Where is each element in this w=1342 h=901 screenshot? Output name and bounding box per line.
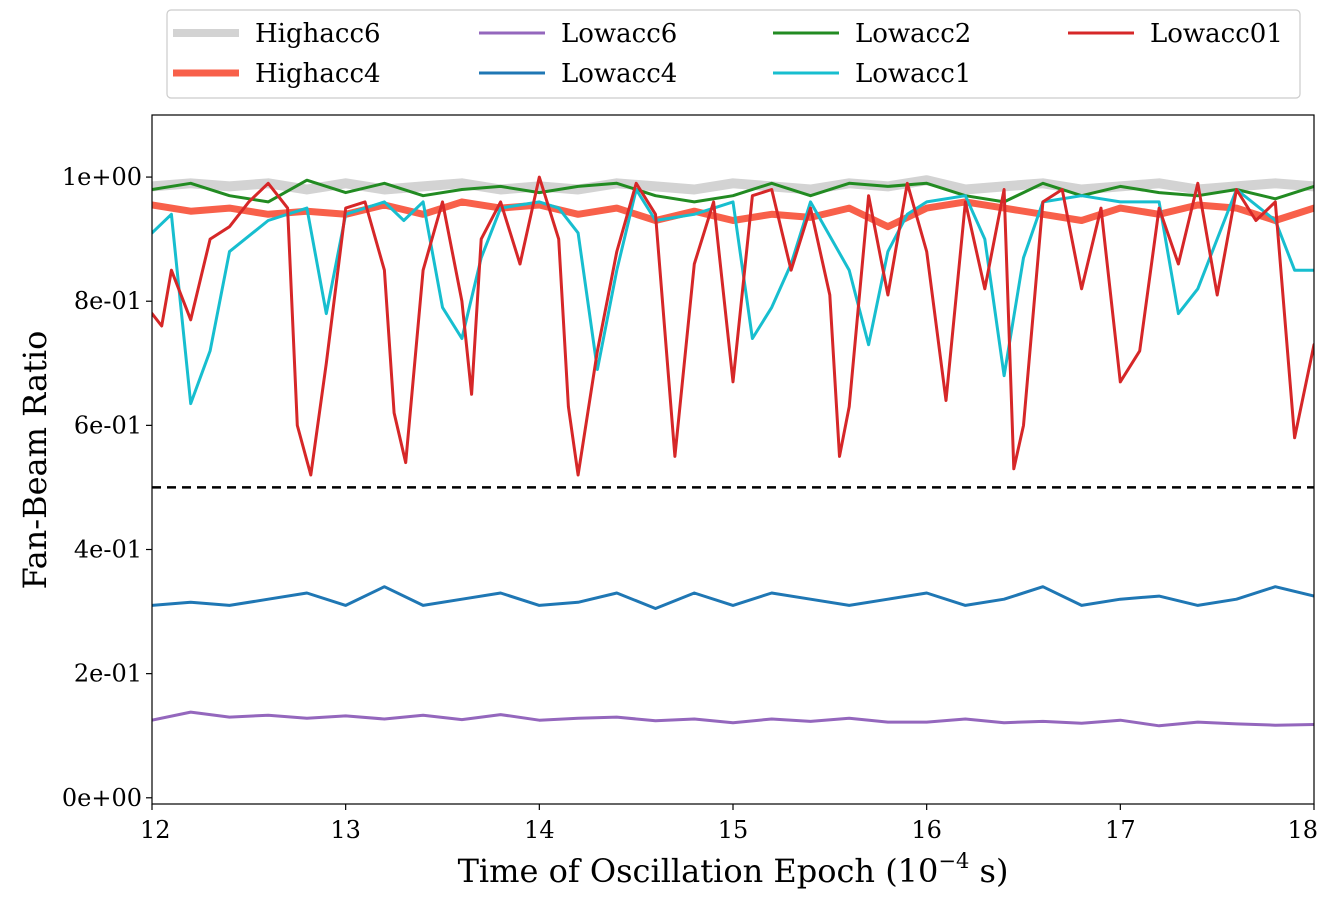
- legend-label-highacc6: Highacc6: [255, 19, 381, 49]
- legend-label-lowacc4: Lowacc4: [561, 59, 677, 89]
- y-tick-label: 2e-01: [74, 660, 142, 688]
- legend-label-highacc4: Highacc4: [255, 59, 381, 89]
- series-line-lowacc4: [152, 585, 1314, 610]
- x-tick-label: 14: [524, 816, 555, 844]
- legend: Highacc6 Highacc4 Lowacc6 Lowacc4 Lowacc2 Low…: [166, 9, 1301, 99]
- x-tick-label: 12: [140, 816, 171, 844]
- y-tick-label: 1e+00: [62, 163, 142, 191]
- y-tick-label: 6e-01: [74, 411, 142, 439]
- x-tick-label: 18: [1287, 816, 1318, 844]
- x-tick-label: 15: [718, 816, 749, 844]
- legend-label-lowacc01: Lowacc01: [1150, 19, 1283, 49]
- series-line-lowacc01: [152, 175, 1314, 477]
- series-line-lowacc6: [152, 710, 1314, 728]
- legend-label-lowacc2: Lowacc2: [855, 19, 971, 49]
- y-tick-label: 0e+00: [62, 784, 142, 812]
- legend-label-lowacc6: Lowacc6: [561, 19, 677, 49]
- x-axis-label: Time of Oscillation Epoch (10−4 s): [458, 849, 1009, 890]
- y-tick-label: 8e-01: [74, 287, 142, 315]
- x-tick-label: 17: [1105, 816, 1136, 844]
- legend-label-lowacc1: Lowacc1: [855, 59, 971, 89]
- x-tick-label: 16: [911, 816, 942, 844]
- legend-frame: [166, 9, 1301, 99]
- series-line-lowacc2: [152, 178, 1314, 204]
- x-tick-label: 13: [330, 816, 361, 844]
- y-tick-label: 4e-01: [74, 536, 142, 564]
- y-axis-label: Fan-Beam Ratio: [16, 331, 54, 590]
